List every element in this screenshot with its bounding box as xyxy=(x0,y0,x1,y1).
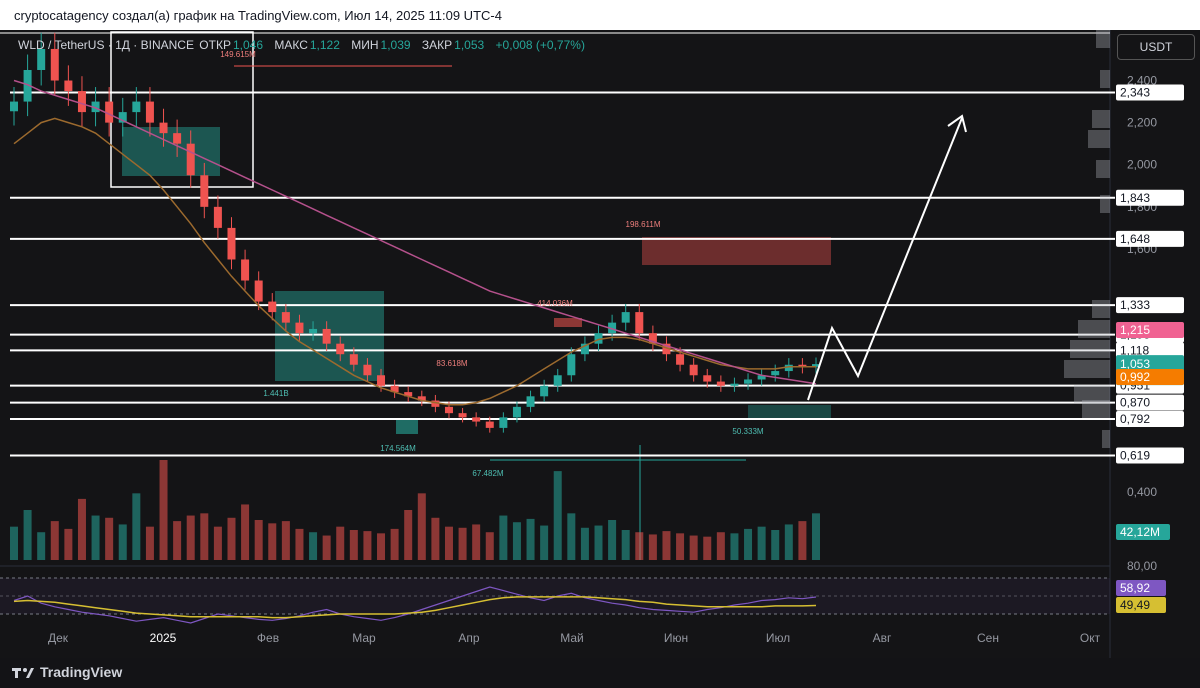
legend-low-label: МИН xyxy=(351,38,379,52)
tradingview-logo-icon xyxy=(12,668,34,678)
currency-button[interactable]: USDT xyxy=(1117,34,1195,60)
footer-brand: TradingView xyxy=(40,664,123,680)
caption-text: cryptocatagency создал(а) график на Trad… xyxy=(14,8,502,23)
legend-open-label: ОТКР xyxy=(199,38,231,52)
caption-bar: cryptocatagency создал(а) график на Trad… xyxy=(0,0,1200,30)
legend-high: 1,122 xyxy=(309,38,340,52)
legend-high-label: МАКС xyxy=(274,38,308,52)
chart-legend: WLD / TetherUS · 1Д · BINANCE ОТКР 1,046 … xyxy=(18,38,593,52)
legend-close-label: ЗАКР xyxy=(421,38,453,52)
tradingview-logo[interactable]: TradingView xyxy=(12,664,122,680)
footer-bar: TradingView xyxy=(0,658,1200,688)
legend-open: 1,046 xyxy=(232,38,263,52)
legend-close: 1,053 xyxy=(454,38,485,52)
legend-low: 1,039 xyxy=(380,38,411,52)
chart-area[interactable] xyxy=(0,30,1200,658)
legend-change: +0,008 (+0,77%) xyxy=(495,38,585,52)
legend-symbol[interactable]: WLD / TetherUS · 1Д · BINANCE xyxy=(18,38,194,52)
